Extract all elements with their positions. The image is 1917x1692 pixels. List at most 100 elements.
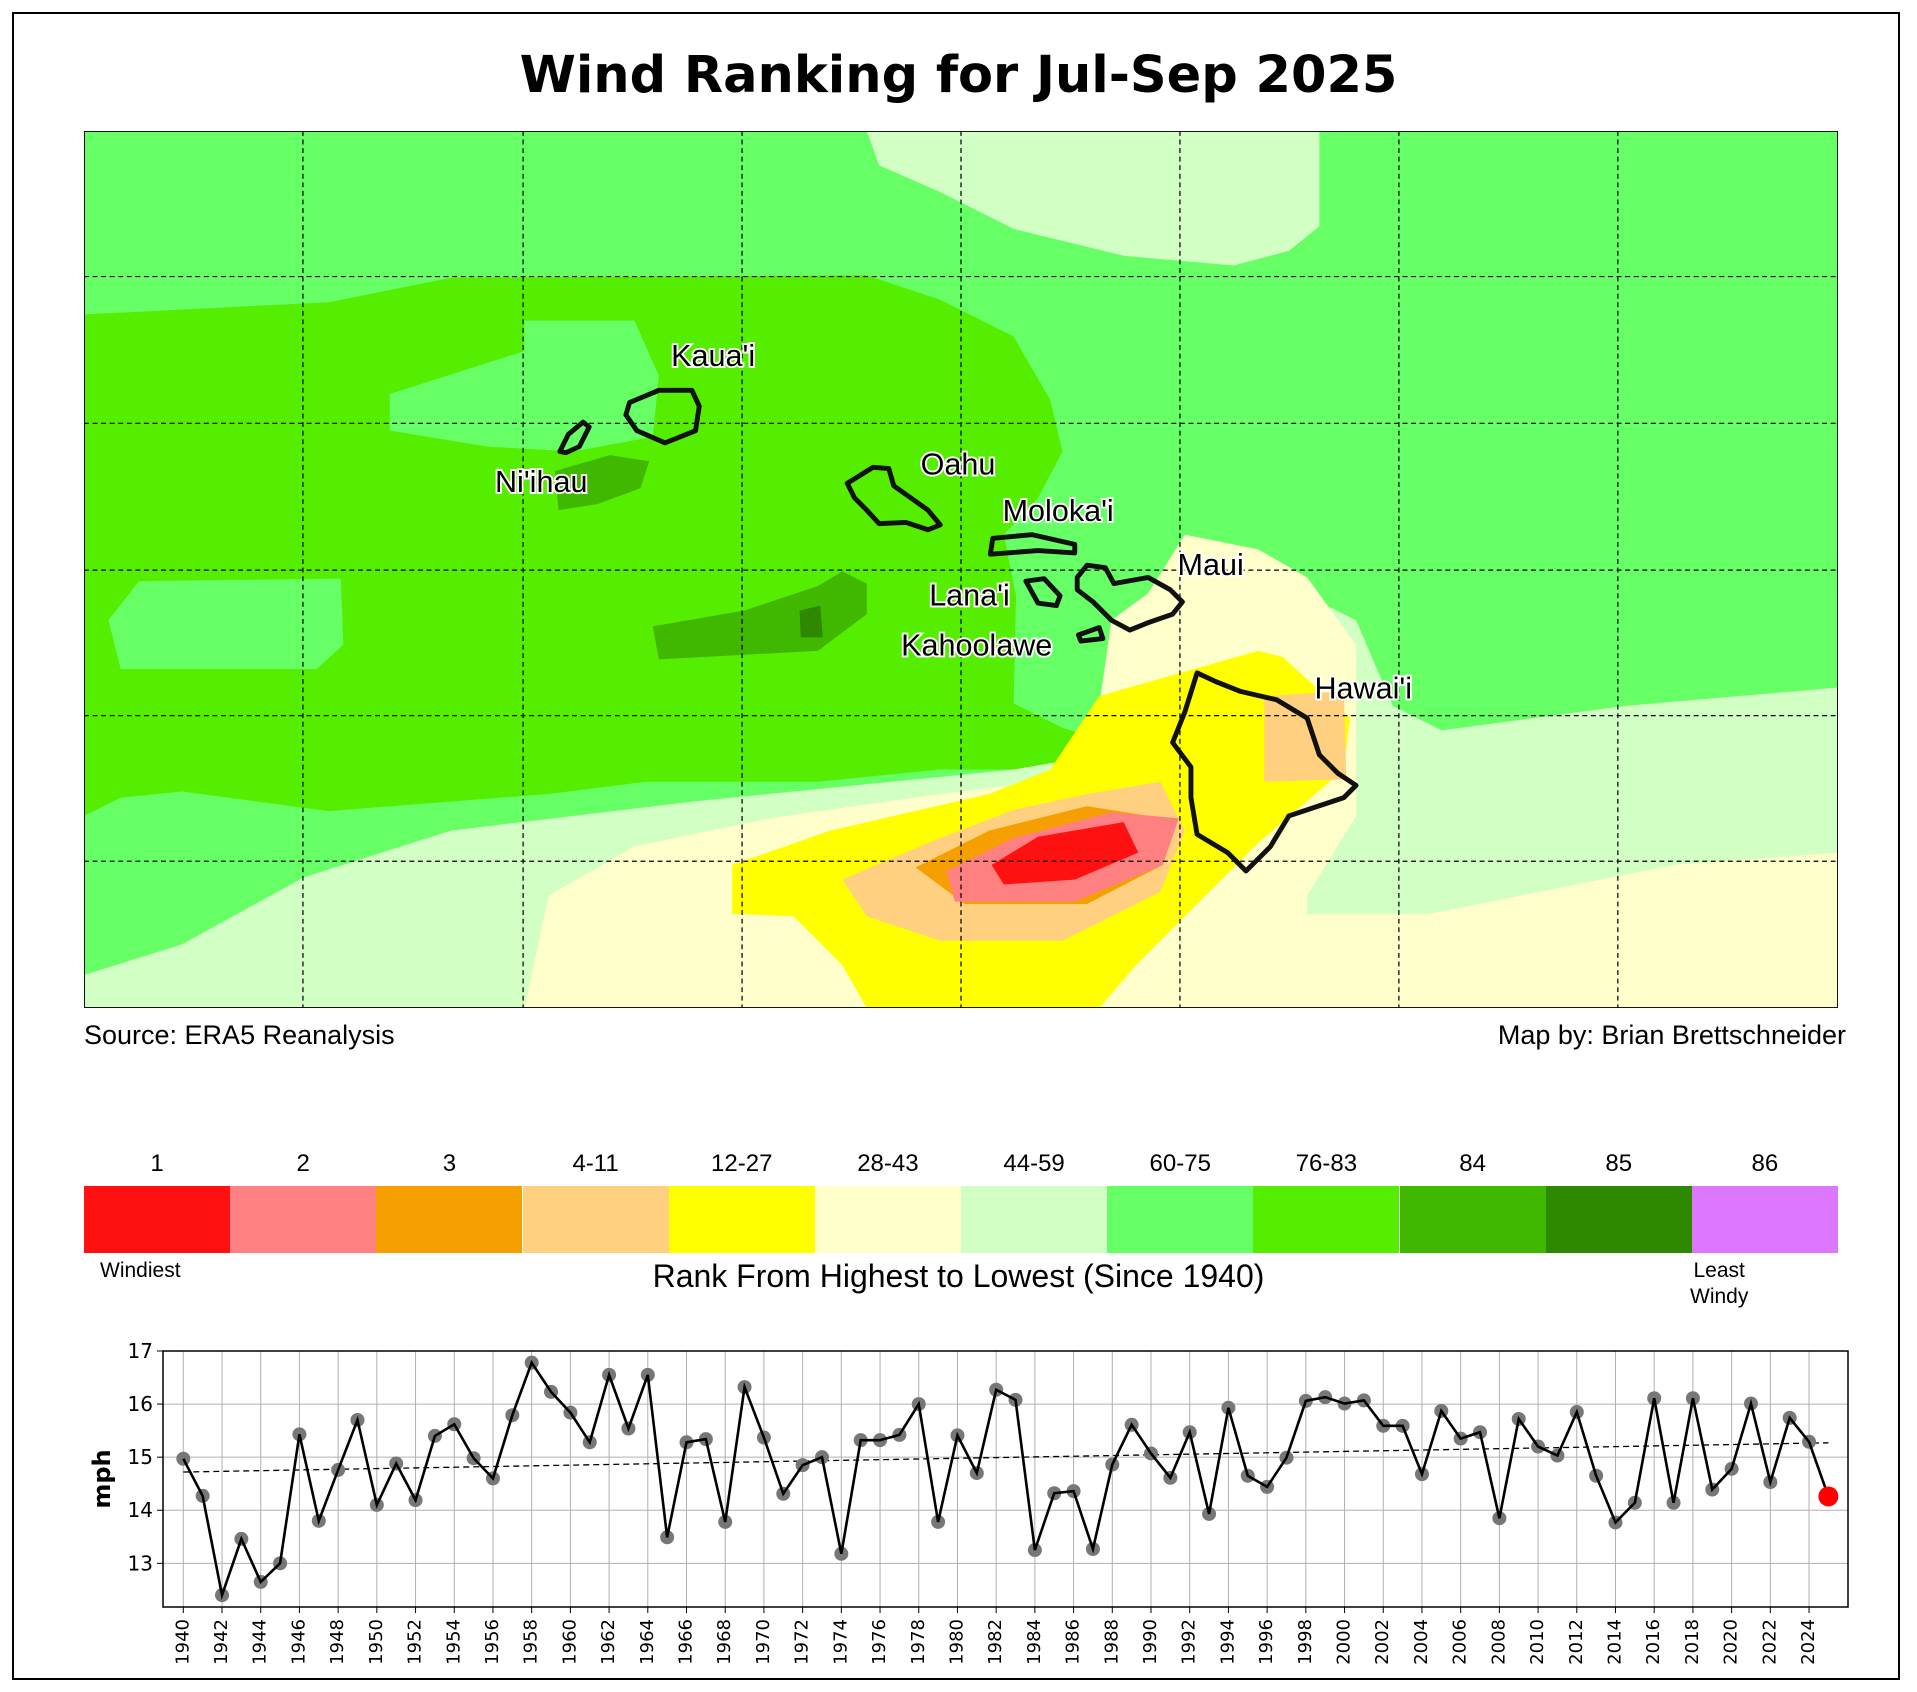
label-maui: Maui — [1177, 548, 1243, 582]
legend-bin-swatch — [814, 1186, 961, 1253]
legend-bin-label: 4-11 — [572, 1150, 619, 1177]
legend-bin: 44-59 — [961, 1150, 1108, 1260]
legend-low-label: Windiest — [100, 1259, 181, 1282]
legend-title: Rank From Highest to Lowest (Since 1940) — [652, 1258, 1265, 1294]
island-hawaii-outline — [1170, 670, 1359, 874]
legend-bin-swatch — [84, 1186, 231, 1253]
y-tick-label: 13 — [128, 1551, 153, 1575]
legend-bin-swatch — [1691, 1186, 1838, 1253]
x-tick-label: 2016 — [1643, 1619, 1664, 1665]
legend-bin-swatch — [1107, 1186, 1254, 1253]
x-tick-label: 1972 — [792, 1619, 813, 1665]
x-tick-label: 1958 — [521, 1619, 542, 1665]
x-tick-label: 2018 — [1682, 1619, 1703, 1665]
x-tick-label: 1984 — [1024, 1619, 1045, 1665]
legend-bin: 4-11 — [522, 1150, 669, 1260]
figure-border — [12, 12, 1900, 1680]
y-tick-label: 16 — [128, 1392, 153, 1416]
rank-map: Kaua'i Ni'ihau Oahu Moloka'i Maui Lana'i… — [84, 131, 1838, 1008]
x-tick-label: 2000 — [1334, 1619, 1355, 1665]
legend-high-label: Least Windy — [1690, 1258, 1748, 1310]
x-tick-label: 2012 — [1566, 1619, 1587, 1665]
y-tick-label: 14 — [128, 1498, 153, 1522]
legend-bin-swatch — [376, 1186, 523, 1253]
x-tick-label: 1944 — [250, 1619, 271, 1665]
legend-high-label-line1: Least — [1693, 1259, 1745, 1282]
x-tick-label: 1948 — [327, 1619, 348, 1665]
x-tick-label: 1966 — [676, 1619, 697, 1665]
x-tick-label: 2024 — [1798, 1619, 1819, 1665]
legend-bin: 2 — [230, 1150, 377, 1260]
legend-bin-label: 12-27 — [711, 1150, 773, 1177]
legend-bin-swatch — [1399, 1186, 1546, 1253]
plot-frame — [162, 1350, 1849, 1608]
x-tick-label: 1976 — [869, 1619, 890, 1665]
x-tick-label: 1954 — [443, 1619, 464, 1665]
x-tick-label: 1990 — [1140, 1619, 1161, 1665]
credit-note: Map by: Brian Brettschneider — [1497, 1020, 1846, 1050]
legend-bin: 76-83 — [1253, 1150, 1400, 1260]
label-molokai: Moloka'i — [1003, 494, 1114, 528]
x-tick-label: 1940 — [172, 1619, 193, 1665]
legend-bin-label: 84 — [1459, 1150, 1486, 1177]
x-tick-label: 1960 — [559, 1619, 580, 1665]
legend-bin-label: 28-43 — [857, 1150, 919, 1177]
legend-bin-swatch — [230, 1186, 377, 1253]
x-tick-label: 1956 — [482, 1619, 503, 1665]
x-tick-label: 1988 — [1101, 1619, 1122, 1665]
x-tick-label: 1992 — [1179, 1619, 1200, 1665]
legend-bin: 86 — [1691, 1150, 1838, 1260]
legend-bin-label: 60-75 — [1149, 1150, 1211, 1177]
legend-bin: 84 — [1399, 1150, 1546, 1260]
island-molokai-outline — [987, 532, 1078, 557]
y-axis-label: mph — [88, 1449, 116, 1508]
island-kauai-outline — [623, 387, 702, 446]
x-tick-label: 1974 — [830, 1619, 851, 1665]
y-tick-label: 17 — [128, 1339, 153, 1363]
x-tick-label: 1998 — [1295, 1619, 1316, 1665]
legend-bin-label: 1 — [150, 1150, 164, 1177]
legend-bin-swatch — [668, 1186, 815, 1253]
x-tick-label: 1978 — [908, 1619, 929, 1665]
zone-44-59-north — [866, 131, 1320, 266]
zone-76-83 — [84, 275, 1112, 816]
legend-bin-swatch — [1545, 1186, 1692, 1253]
label-kahoolawe: Kahoolawe — [901, 629, 1052, 663]
x-tick-label: 1950 — [366, 1619, 387, 1665]
label-hawaii: Hawai'i — [1314, 672, 1412, 706]
legend-bin-label: 44-59 — [1003, 1150, 1065, 1177]
series-line — [182, 1359, 1830, 1601]
zone-85 — [799, 605, 823, 638]
legend-bin-label: 76-83 — [1295, 1150, 1358, 1177]
x-tick-label: 2006 — [1450, 1619, 1471, 1665]
x-tick-label: 1968 — [714, 1619, 735, 1665]
x-tick-label: 1970 — [753, 1619, 774, 1665]
x-tick-label: 2020 — [1721, 1619, 1742, 1665]
color-legend: 1 2 3 4-11 12-27 28-43 44-59 60-75 76-83 84 85 86 — [84, 1150, 1838, 1260]
zone-1 — [991, 822, 1139, 885]
x-tick-label: 2004 — [1411, 1619, 1432, 1665]
x-tick-label: 1942 — [211, 1619, 232, 1665]
x-tick-label: 2022 — [1759, 1619, 1780, 1665]
legend-bin: 1 — [84, 1150, 231, 1260]
legend-bin: 12-27 — [668, 1150, 815, 1260]
x-tick-label: 2010 — [1527, 1619, 1548, 1665]
legend-bin-label: 85 — [1605, 1150, 1633, 1177]
source-note: Source: ERA5 Reanalysis — [84, 1020, 395, 1050]
highlight-point — [1818, 1486, 1839, 1507]
x-tick-label: 1946 — [288, 1619, 309, 1665]
island-kahoolawe-outline — [1075, 625, 1106, 644]
legend-high-label-line2: Windy — [1690, 1285, 1749, 1308]
legend-bin: 3 — [376, 1150, 523, 1260]
zone-60-75-patch-b — [389, 320, 659, 452]
legend-bin-swatch — [1253, 1186, 1400, 1253]
legend-bin-label: 86 — [1751, 1150, 1779, 1177]
island-niihau-outline — [557, 419, 592, 456]
x-tick-label: 1980 — [946, 1619, 967, 1665]
legend-bin-label: 2 — [296, 1150, 310, 1177]
x-tick-label: 1994 — [1217, 1619, 1238, 1665]
x-tick-label: 2008 — [1488, 1619, 1509, 1665]
legend-bin: 60-75 — [1107, 1150, 1254, 1260]
figure-title: Wind Ranking for Jul-Sep 2025 — [519, 46, 1398, 105]
y-tick-label: 15 — [128, 1445, 153, 1469]
